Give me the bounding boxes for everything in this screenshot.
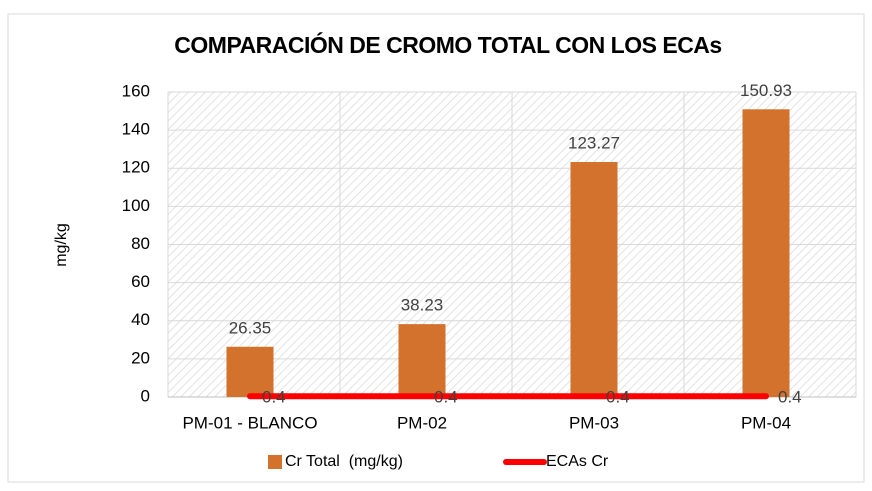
bar (570, 162, 618, 397)
y-tick-label: 100 (122, 196, 150, 215)
bar (226, 346, 274, 397)
x-tick-label: PM-04 (741, 413, 791, 432)
x-tick-label: PM-02 (397, 413, 447, 432)
y-tick-label: 0 (141, 386, 150, 405)
legend-label: ECAs Cr (546, 453, 609, 470)
y-tick-label: 140 (122, 120, 150, 139)
y-tick-label: 80 (131, 234, 150, 253)
legend-swatch (268, 455, 282, 469)
y-axis-label: mg/kg (53, 223, 70, 267)
chart-title: COMPARACIÓN DE CROMO TOTAL CON LOS ECAs (174, 31, 721, 58)
x-tick-label: PM-01 - BLANCO (182, 413, 317, 432)
data-label: 0.4 (434, 388, 458, 407)
data-label: 38.23 (401, 296, 444, 315)
data-label: 26.35 (229, 318, 272, 337)
data-label: 150.93 (740, 81, 792, 100)
data-label: 123.27 (568, 134, 620, 153)
y-tick-label: 60 (131, 272, 150, 291)
y-tick-label: 120 (122, 158, 150, 177)
data-label: 0.4 (778, 388, 802, 407)
legend-label: Cr Total (mg/kg) (285, 453, 403, 470)
bar (742, 109, 790, 398)
data-label: 0.4 (606, 388, 630, 407)
y-tick-label: 160 (122, 81, 150, 100)
data-label: 0.4 (262, 388, 286, 407)
bar (398, 324, 446, 397)
y-tick-label: 20 (131, 348, 150, 367)
x-tick-label: PM-03 (569, 413, 619, 432)
y-tick-label: 40 (131, 310, 150, 329)
